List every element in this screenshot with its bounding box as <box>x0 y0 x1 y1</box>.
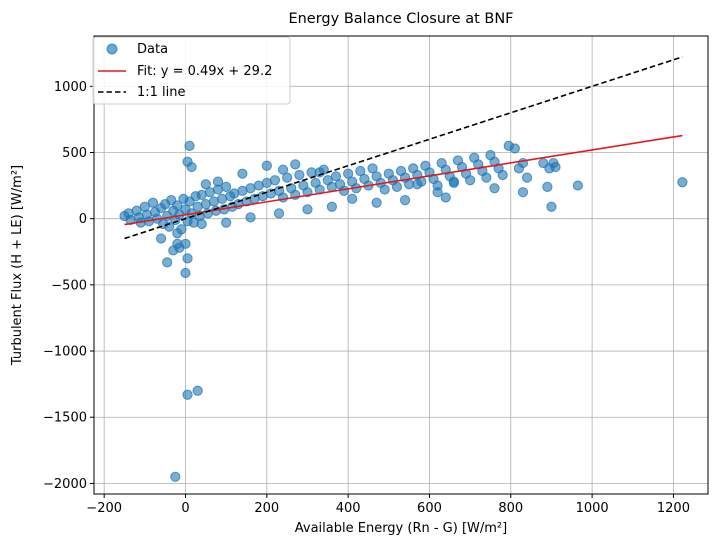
data-point <box>172 228 183 239</box>
legend-frame <box>92 36 291 105</box>
legend-label-identity: 1:1 line <box>137 85 186 100</box>
y-axis-label: Turbulent Flux (H + LE) [W/m²] <box>10 165 25 366</box>
data-point <box>371 197 382 208</box>
data-point <box>497 169 508 181</box>
data-point <box>521 172 533 183</box>
identity-line <box>124 56 683 240</box>
data-point <box>269 175 281 186</box>
data-point <box>290 159 301 170</box>
data-point <box>326 201 337 212</box>
x-tick-label: 1200 <box>657 501 690 516</box>
plot-frame <box>93 35 709 495</box>
data-point <box>221 217 232 228</box>
x-tick-label: 0 <box>181 501 189 516</box>
legend-marker-data <box>106 43 118 55</box>
data-point <box>200 179 211 190</box>
data-point <box>355 165 366 177</box>
data-point <box>343 168 354 179</box>
data-point <box>170 471 181 482</box>
x-tick-label: 400 <box>336 501 361 516</box>
data-point <box>182 389 193 400</box>
data-point <box>432 187 443 198</box>
x-axis-label: Available Energy (Rn - G) [W/m²] <box>295 521 507 536</box>
data-point <box>509 143 520 154</box>
data-point <box>542 181 553 193</box>
y-tick-label: 500 <box>62 146 87 161</box>
data-point <box>302 204 313 215</box>
data-point <box>489 183 500 194</box>
data-point <box>347 193 358 204</box>
data-point <box>277 164 289 175</box>
y-tick-label: −1000 <box>43 345 87 360</box>
data-point <box>379 184 390 195</box>
ticks: −200 0 200 400 600 800 1000 1200−2000−1500−1000… <box>43 80 690 516</box>
x-tick-label: 800 <box>498 501 523 516</box>
grid <box>94 36 708 494</box>
data-point <box>221 181 232 193</box>
y-tick-label: −2000 <box>43 477 87 492</box>
data-point <box>412 179 423 190</box>
y-tick-label: 1000 <box>54 80 87 95</box>
data-point <box>162 257 173 268</box>
legend: Data Fit: y = 0.49x + 29.2 1:1 line <box>92 36 291 105</box>
x-tick-label: 600 <box>417 501 442 516</box>
data-point <box>237 168 248 179</box>
data-point <box>147 197 159 208</box>
data-point <box>546 201 557 212</box>
data-point <box>677 177 688 188</box>
legend-label-fit: Fit: y = 0.49x + 29.2 <box>137 64 272 79</box>
data-point <box>448 176 459 187</box>
data-point <box>282 172 293 183</box>
data-point <box>277 192 289 203</box>
y-tick-label: −500 <box>51 278 87 293</box>
data-point <box>273 208 285 219</box>
data-point <box>192 385 203 396</box>
fit-line <box>124 134 683 226</box>
data-point <box>481 172 492 183</box>
y-tick-label: 0 <box>79 212 87 227</box>
data-point <box>182 253 193 264</box>
data-point <box>465 175 476 186</box>
data-point <box>399 195 411 206</box>
x-tick-label: 200 <box>254 501 279 516</box>
x-tick-label: −200 <box>86 501 122 516</box>
plot-area <box>94 36 708 494</box>
data-point <box>172 238 183 249</box>
data-point <box>212 176 224 187</box>
data-point <box>367 163 378 174</box>
data-point <box>261 160 272 171</box>
x-tick-label: 1000 <box>576 501 609 516</box>
y-tick-label: −1500 <box>43 411 87 426</box>
legend-label-data: Data <box>137 42 168 57</box>
data-point <box>550 161 561 173</box>
data-point <box>294 169 305 181</box>
data-point <box>155 233 167 244</box>
data-layer <box>119 56 688 482</box>
data-point <box>517 187 529 198</box>
data-point <box>184 140 195 151</box>
chart-title: Energy Balance Closure at BNF <box>288 11 513 27</box>
data-point <box>245 212 256 223</box>
data-point <box>180 267 191 279</box>
data-point <box>196 218 207 230</box>
data-point <box>330 171 342 182</box>
data-point <box>440 192 451 203</box>
data-point <box>391 181 403 193</box>
data-point <box>338 185 350 196</box>
data-point <box>186 161 197 173</box>
data-point <box>572 180 583 191</box>
